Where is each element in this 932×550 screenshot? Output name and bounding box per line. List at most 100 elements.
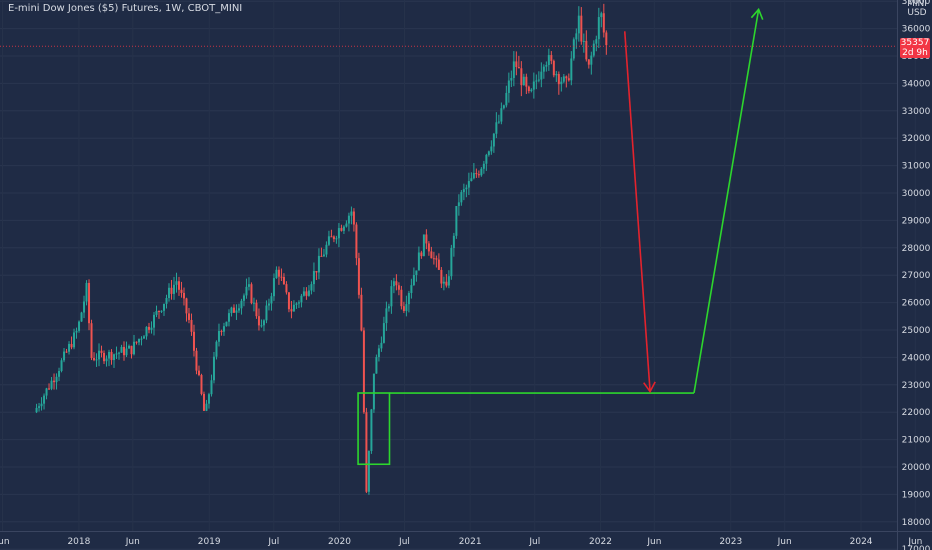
candle-body (222, 326, 225, 332)
candle-body (68, 343, 71, 352)
candle-body (445, 281, 448, 286)
candle-body (427, 243, 430, 252)
candle-body (180, 289, 183, 293)
candle-body (525, 76, 528, 87)
candle-body (58, 370, 61, 377)
candle-body (257, 316, 260, 326)
candle-body (242, 295, 245, 301)
candle-body (570, 58, 573, 81)
candle-body (143, 336, 145, 339)
candle-body (292, 304, 295, 312)
candle-body (217, 331, 220, 342)
candle-body (565, 76, 568, 79)
candle-body (385, 308, 388, 324)
x-tick-label: Jun (777, 537, 792, 547)
candle-body (172, 284, 175, 294)
y-tick-label: 18000 (902, 518, 931, 528)
candle-body (347, 215, 350, 224)
candle-body (55, 376, 58, 383)
candle-body (487, 151, 490, 155)
candle-body (592, 43, 595, 56)
candle-body (275, 269, 278, 279)
y-tick-label: 25000 (902, 326, 931, 336)
candle-body (352, 211, 355, 225)
y-tick-label: 21000 (902, 436, 931, 446)
price-axis-unit-currency: USD (907, 8, 927, 18)
candle-body (252, 302, 255, 304)
candle-body (410, 285, 413, 293)
x-tick-label: Jun (0, 537, 10, 547)
candle-body (255, 302, 258, 317)
candle-body (475, 173, 478, 175)
candle-body (295, 303, 298, 305)
candles (0, 3, 897, 495)
candle-body (430, 251, 433, 259)
candle-body (312, 271, 315, 285)
candle-body (527, 86, 530, 92)
candle-body (455, 206, 458, 236)
candle-body (272, 278, 275, 297)
candle-body (98, 350, 101, 360)
candle-body (532, 81, 535, 90)
candle-body (470, 178, 473, 182)
candle-body (100, 350, 103, 353)
y-tick-label: 20000 (902, 463, 931, 473)
candle-body (505, 92, 508, 106)
candle-body (260, 325, 263, 327)
chart-title: E-mini Dow Jones ($5) Futures, 1W, CBOT_… (8, 3, 243, 14)
candle-body (545, 65, 548, 67)
candle-body (577, 15, 580, 34)
candle-body (197, 370, 200, 376)
candle-body (480, 168, 483, 176)
candle-body (290, 309, 293, 312)
green-up-arrow-head (750, 7, 764, 20)
candle-body (522, 76, 525, 86)
last-price-value: 35357 (900, 38, 930, 49)
candle-body (73, 332, 76, 348)
candle-body (35, 407, 38, 413)
candle-body (250, 284, 253, 304)
red-down-arrow-shaft (623, 31, 651, 392)
candle-body (190, 319, 193, 332)
y-tick-label: 22000 (902, 408, 931, 418)
candle-body (187, 313, 190, 320)
candle-body (390, 286, 393, 307)
candle-body (422, 234, 425, 257)
candle-body (332, 236, 335, 240)
bar-countdown: 2d 9h (902, 48, 928, 59)
y-tick-label: 36000 (902, 25, 931, 35)
candle-body (497, 121, 500, 123)
candle-body (595, 39, 598, 44)
x-tick-label: Jul (267, 537, 279, 547)
candle-body (192, 331, 195, 351)
candle-body (582, 40, 585, 42)
candle-body (460, 192, 463, 203)
candle-body (557, 74, 560, 85)
candle-body (602, 13, 605, 33)
candle-body (450, 248, 453, 277)
x-tick-label: Jun (646, 537, 661, 547)
candle-body (108, 351, 111, 359)
candle-body (88, 282, 91, 324)
candle-body (270, 296, 273, 304)
candle-body (147, 326, 150, 330)
candle-body (357, 258, 360, 295)
candle-body (397, 285, 400, 290)
candle-body (380, 342, 383, 349)
candle-body (485, 154, 488, 164)
candle-body (83, 301, 86, 313)
candle-body (382, 323, 385, 343)
candle-body (120, 346, 123, 353)
candle-body (402, 306, 405, 312)
price-axis-unit: MINI USD (904, 0, 930, 18)
candle-body (38, 406, 41, 408)
candle-body (300, 295, 303, 303)
candle-body (540, 71, 543, 80)
candle-body (145, 326, 148, 337)
candle-body (123, 346, 126, 356)
candle-body (600, 13, 603, 18)
candle-body (285, 284, 288, 293)
x-tick-label: 2022 (589, 537, 612, 547)
candle-body (425, 234, 428, 244)
